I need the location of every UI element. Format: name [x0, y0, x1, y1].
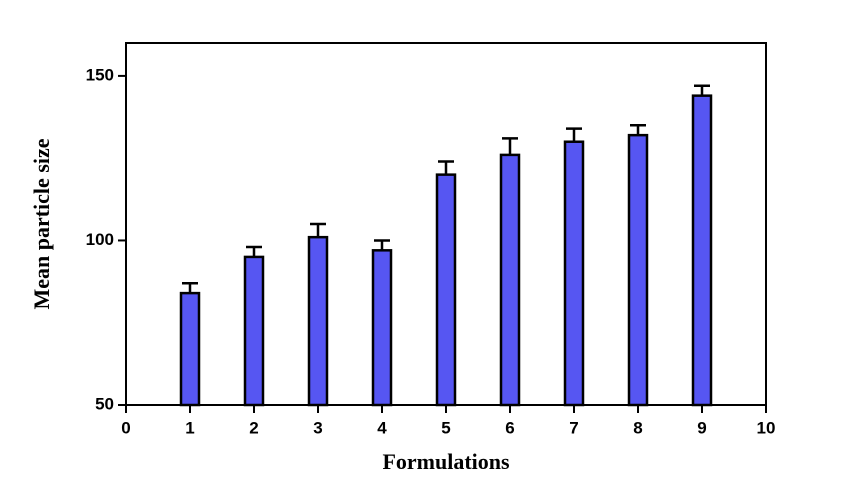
y-axis-title: Mean particle size: [29, 138, 54, 309]
error-bar: [310, 222, 326, 238]
x-tick-label: 7: [569, 418, 578, 437]
error-bar: [246, 245, 262, 257]
x-tick-label: 5: [441, 418, 450, 437]
x-tick-label: 6: [505, 418, 514, 437]
bar: [179, 291, 201, 407]
y-tick-label: 50: [95, 394, 114, 413]
error-bar: [694, 84, 710, 96]
x-tick-label: 2: [249, 418, 258, 437]
y-tick-label: 100: [86, 230, 114, 249]
x-axis-title: Formulations: [382, 449, 510, 474]
error-bar: [438, 160, 454, 175]
error-bar: [502, 137, 518, 155]
error-bar: [566, 127, 582, 142]
bar: [691, 94, 713, 407]
x-tick-label: 4: [377, 418, 387, 437]
bar: [243, 255, 265, 407]
x-tick-label: 3: [313, 418, 322, 437]
bar: [435, 173, 457, 407]
error-bar: [630, 124, 646, 136]
error-bar: [182, 281, 198, 294]
x-tick-label: 10: [757, 418, 776, 437]
x-tick-label: 0: [121, 418, 130, 437]
y-tick-label: 150: [86, 65, 114, 84]
bar: [499, 153, 521, 407]
bar: [563, 140, 585, 407]
error-bar: [374, 239, 390, 251]
bar: [307, 235, 329, 407]
x-tick-label: 9: [697, 418, 706, 437]
bar: [371, 249, 393, 407]
x-tick-label: 8: [633, 418, 642, 437]
x-tick-label: 1: [185, 418, 194, 437]
bar: [627, 133, 649, 407]
